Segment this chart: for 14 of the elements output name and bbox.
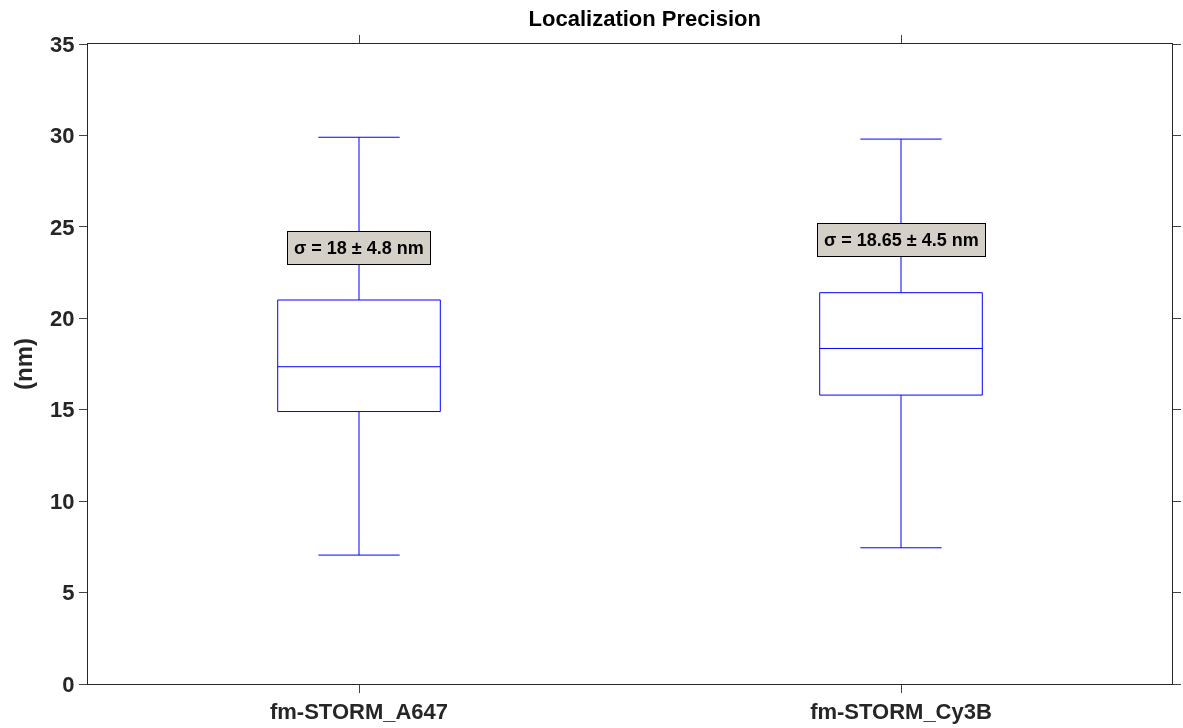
x-tick-label: fm-STORM_Cy3B — [810, 699, 992, 725]
y-axis-title: (nm) — [10, 338, 38, 390]
y-tick-label: 25 — [50, 214, 75, 240]
annotation: σ = 18 ± 4.8 nm — [294, 238, 424, 258]
y-tick-label: 0 — [62, 671, 75, 697]
y-tick-label: 15 — [50, 397, 75, 423]
y-tick-label: 35 — [50, 31, 75, 57]
y-tick-label: 10 — [50, 488, 75, 514]
y-tick-label: 5 — [62, 580, 75, 606]
y-tick-label: 20 — [50, 305, 75, 331]
x-tick-label: fm-STORM_A647 — [269, 699, 449, 725]
chart-title: Localization Precision — [528, 6, 761, 32]
y-tick-label: 30 — [50, 123, 75, 149]
annotation: σ = 18.65 ± 4.5 nm — [824, 230, 979, 250]
